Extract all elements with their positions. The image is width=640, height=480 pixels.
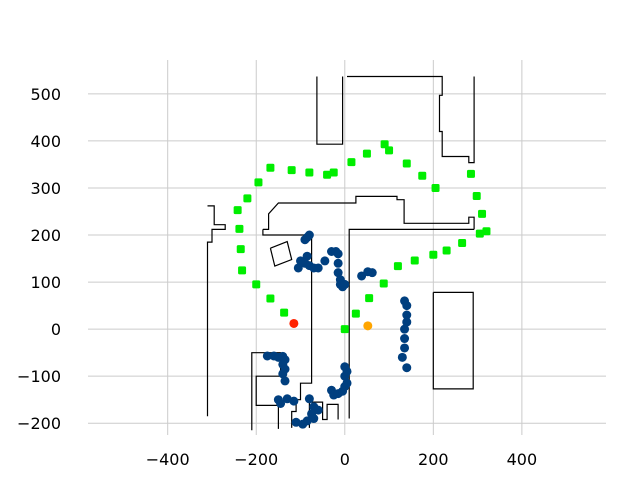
map-wall [262, 229, 313, 428]
scan-point [397, 352, 407, 362]
path-point [478, 209, 487, 218]
scan-point [278, 369, 288, 379]
map-wall [262, 195, 475, 230]
path-point [429, 250, 438, 259]
scan-point [289, 318, 299, 328]
path-point [472, 191, 481, 200]
scan-point [400, 324, 410, 334]
y-tick-label: 500 [30, 85, 61, 104]
scan-point [342, 378, 352, 388]
path-point [402, 159, 411, 168]
path-point [287, 166, 296, 175]
x-tick-label: 0 [340, 450, 350, 469]
path-point [347, 158, 356, 167]
scan-point [402, 310, 412, 320]
scan-point [313, 263, 323, 273]
path-point [254, 178, 263, 187]
scan-point [293, 263, 303, 273]
path-point [362, 149, 371, 158]
path-point [243, 194, 252, 203]
map-wall [348, 228, 475, 419]
scan-point [262, 351, 272, 361]
path-point [385, 146, 394, 155]
x-tick-label: −400 [146, 450, 190, 469]
scan-point [302, 251, 312, 261]
path-point [266, 163, 275, 172]
path-point [305, 168, 314, 177]
scan-point [276, 398, 286, 408]
path-point [380, 140, 389, 149]
x-tick-label: −200 [234, 450, 278, 469]
path-point [379, 279, 388, 288]
scan-point [313, 405, 323, 415]
path-point [365, 294, 374, 303]
path-point [458, 239, 467, 248]
path-point [475, 229, 484, 238]
path-point [280, 308, 289, 317]
path-point [323, 170, 332, 179]
x-tick-label: 200 [418, 450, 449, 469]
point-layer [233, 140, 491, 429]
scan-point [367, 268, 377, 278]
path-point [266, 294, 275, 303]
scan-point [289, 396, 299, 406]
path-point [431, 183, 440, 192]
path-point [410, 256, 419, 265]
scan-point [340, 279, 350, 289]
scan-point [400, 343, 410, 353]
wall-layer [206, 75, 475, 431]
y-tick-label: −200 [17, 414, 61, 433]
map-wall [432, 291, 474, 390]
scan-point [402, 301, 412, 311]
path-point [236, 245, 245, 254]
scan-point [363, 321, 373, 331]
y-tick-label: 0 [51, 320, 61, 339]
path-point [252, 280, 261, 289]
path-point [235, 224, 244, 233]
map-wall [251, 352, 282, 431]
y-tick-label: 100 [30, 273, 61, 292]
path-point [442, 246, 451, 255]
y-tick-label: 300 [30, 179, 61, 198]
scan-point [333, 249, 343, 259]
scan-point [402, 363, 412, 373]
x-tick-labels: −400 −200 0 200 400 [146, 450, 537, 469]
grid-layer [88, 60, 606, 435]
scan-point [280, 376, 290, 386]
map-wall [316, 76, 344, 145]
scan-point [304, 394, 314, 404]
path-point [329, 168, 338, 177]
scan-point [300, 235, 310, 245]
map-wall [269, 240, 293, 267]
scan-point [296, 256, 306, 266]
scan-point [400, 334, 410, 344]
scan-point [340, 362, 350, 372]
path-point [418, 171, 427, 180]
y-tick-label: −100 [17, 367, 61, 386]
map-wall [347, 75, 475, 164]
scan-point [320, 256, 330, 266]
map-wall [206, 205, 226, 417]
path-point [340, 325, 349, 334]
path-point [233, 206, 242, 215]
scan-point [333, 258, 343, 268]
path-point [393, 262, 402, 271]
scan-point [402, 317, 412, 327]
path-point [238, 266, 247, 275]
path-point [466, 169, 475, 178]
path-point [351, 309, 360, 318]
y-tick-label: 200 [30, 226, 61, 245]
x-tick-label: 400 [507, 450, 538, 469]
y-tick-labels: −200 −100 0 100 200 300 400 500 [17, 85, 61, 433]
path-point [482, 227, 491, 236]
y-tick-label: 400 [30, 132, 61, 151]
scan-point [333, 268, 343, 278]
scan-point [309, 414, 319, 424]
